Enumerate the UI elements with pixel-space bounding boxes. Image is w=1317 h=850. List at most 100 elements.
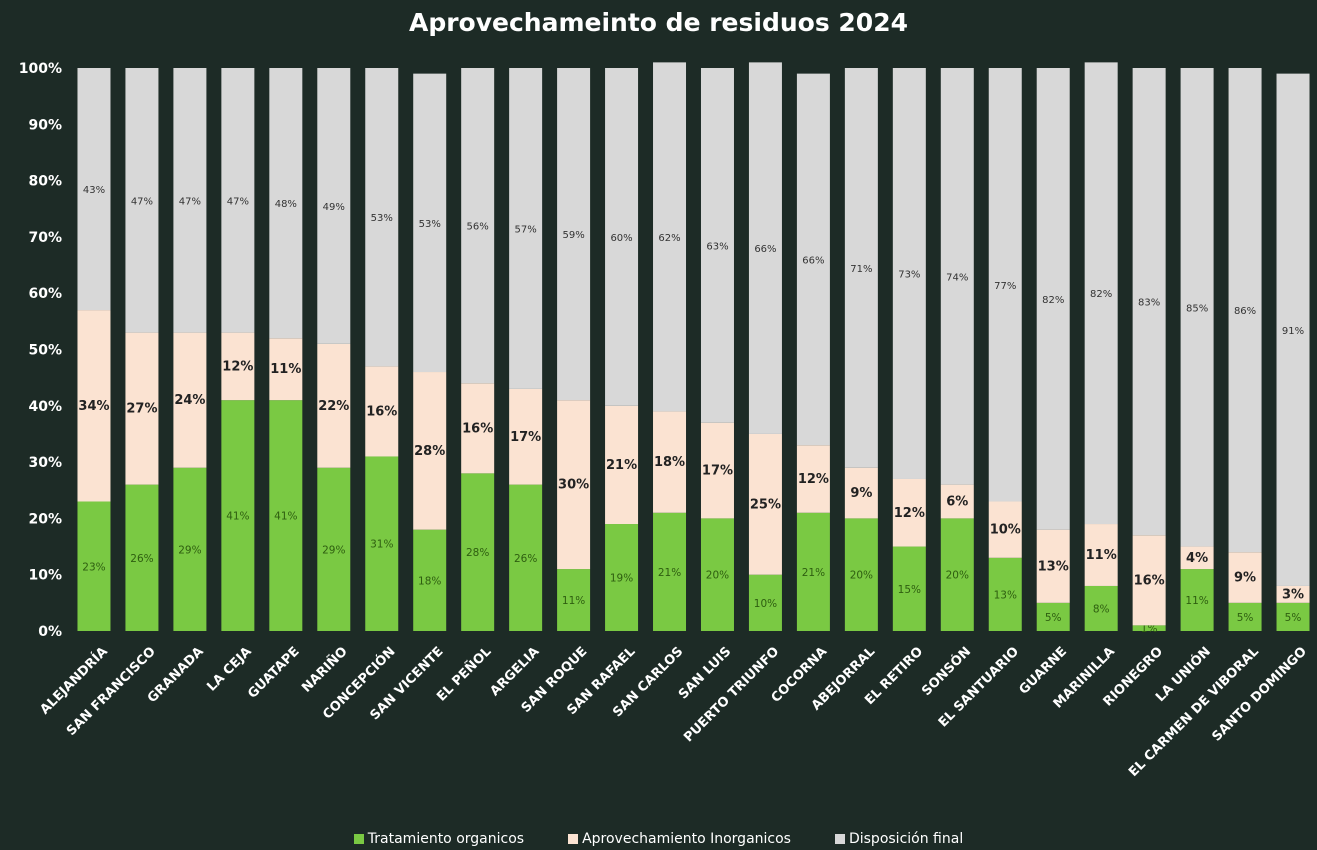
bar-segment-inorganicos (1228, 552, 1262, 603)
data-label: 18% (418, 575, 441, 587)
chart-title: Aprovechameinto de residuos 2024 (408, 8, 908, 37)
bar-segment-organicos (461, 473, 495, 631)
bar-segment-inorganicos (796, 445, 830, 513)
bar-segment-disposicion (988, 68, 1022, 502)
data-label: 29% (322, 544, 345, 556)
data-label: 17% (702, 464, 733, 479)
data-label: 47% (131, 196, 153, 207)
y-tick-label: 100% (19, 61, 62, 77)
bar-segment-disposicion (940, 68, 974, 485)
category-label: LA CEJA (204, 644, 254, 694)
y-tick-label: 80% (28, 174, 62, 190)
data-label: 12% (798, 472, 829, 487)
data-label: 21% (606, 458, 637, 473)
data-label: 10% (990, 523, 1021, 538)
bar-segment-inorganicos (461, 383, 495, 474)
data-label: 24% (174, 393, 205, 408)
data-label: 21% (658, 567, 681, 579)
bar-segment-disposicion (413, 73, 447, 373)
data-label: 10% (754, 598, 777, 610)
bar-segment-disposicion (317, 68, 351, 344)
bar-segment-inorganicos (653, 411, 687, 513)
data-label: 21% (802, 567, 825, 579)
data-label: 34% (78, 399, 109, 414)
data-label: 27% (126, 402, 157, 417)
data-label: 26% (130, 553, 153, 565)
data-label: 17% (510, 430, 541, 445)
bar-segment-organicos (77, 501, 111, 631)
bar-segment-disposicion (653, 62, 687, 412)
bar-segment-disposicion (365, 68, 399, 367)
bar-segment-inorganicos (940, 484, 974, 519)
bar-segment-inorganicos (605, 405, 639, 525)
category-label: PUERTO TRIUNFO (681, 644, 782, 745)
bar-segment-disposicion (605, 68, 639, 406)
bar-segment-organicos (700, 518, 734, 631)
bar-segment-disposicion (221, 68, 255, 333)
bar-segment-inorganicos (173, 332, 207, 468)
data-label: 56% (467, 222, 489, 233)
bar-segment-inorganicos (221, 332, 255, 401)
bar-segment-disposicion (748, 62, 782, 434)
bar-segment-inorganicos (557, 400, 591, 570)
y-tick-label: 60% (28, 286, 62, 302)
y-tick-label: 50% (28, 343, 62, 359)
bar-segment-disposicion (173, 68, 207, 333)
bar-segment-organicos (317, 467, 351, 631)
data-label: 22% (318, 399, 349, 414)
bar-segment-organicos (557, 569, 591, 631)
legend-item-inorganicos: Aprovechamiento Inorganicos (568, 831, 791, 847)
bar-segment-disposicion (1132, 68, 1166, 536)
bar-segment-organicos (1228, 602, 1262, 631)
data-label: 59% (562, 230, 584, 241)
data-label: 82% (1042, 295, 1064, 306)
data-label: 48% (275, 199, 297, 210)
data-label: 26% (514, 553, 537, 565)
data-label: 9% (1234, 571, 1256, 586)
data-label: 83% (1138, 298, 1160, 309)
bar-segment-organicos (605, 524, 639, 631)
data-label: 8% (1093, 603, 1110, 615)
bar-segment-organicos (844, 518, 878, 631)
bar-segment-organicos (796, 512, 830, 631)
data-label: 49% (323, 202, 345, 213)
legend-swatch-inorganicos (568, 834, 579, 844)
data-label: 16% (462, 421, 493, 436)
bar-segment-inorganicos (365, 366, 399, 457)
bar-segment-organicos (940, 518, 974, 631)
bar-segment-inorganicos (269, 338, 303, 401)
bar-segment-disposicion (461, 68, 495, 384)
legend-label-inorganicos: Aprovechamiento Inorganicos (582, 831, 791, 847)
data-label: 13% (1038, 559, 1069, 574)
bar-segment-organicos (413, 529, 447, 631)
data-label: 29% (178, 544, 201, 556)
data-label: 73% (898, 269, 920, 280)
y-tick-label: 20% (28, 511, 62, 527)
y-tick-label: 0% (38, 624, 62, 640)
data-label: 5% (1285, 612, 1302, 624)
y-tick-label: 30% (28, 455, 62, 471)
bar-segment-inorganicos (77, 310, 111, 502)
bar-segment-organicos (653, 512, 687, 631)
data-label: 4% (1186, 551, 1208, 566)
bar-segment-organicos (988, 557, 1022, 631)
data-label: 30% (558, 478, 589, 493)
category-label: GUATAPE (245, 644, 302, 701)
bar-segment-disposicion (796, 73, 830, 446)
bar-segment-disposicion (1276, 73, 1310, 586)
legend-item-organicos: Tratamiento organicos (353, 831, 524, 847)
bar-segment-inorganicos (1036, 529, 1070, 603)
data-label: 11% (1185, 595, 1208, 607)
data-label: 16% (366, 404, 397, 419)
bar-segment-inorganicos (748, 433, 782, 575)
data-label: 57% (515, 224, 537, 235)
data-label: 86% (1234, 306, 1256, 317)
data-label: 66% (754, 244, 776, 255)
data-label: 31% (370, 539, 393, 551)
bar-segment-disposicion (844, 68, 878, 468)
bar-segment-inorganicos (1084, 524, 1118, 586)
legend: Tratamiento organicos Aprovechamiento In… (0, 831, 1317, 847)
bar-segment-disposicion (269, 68, 303, 339)
data-label: 91% (1282, 326, 1304, 337)
